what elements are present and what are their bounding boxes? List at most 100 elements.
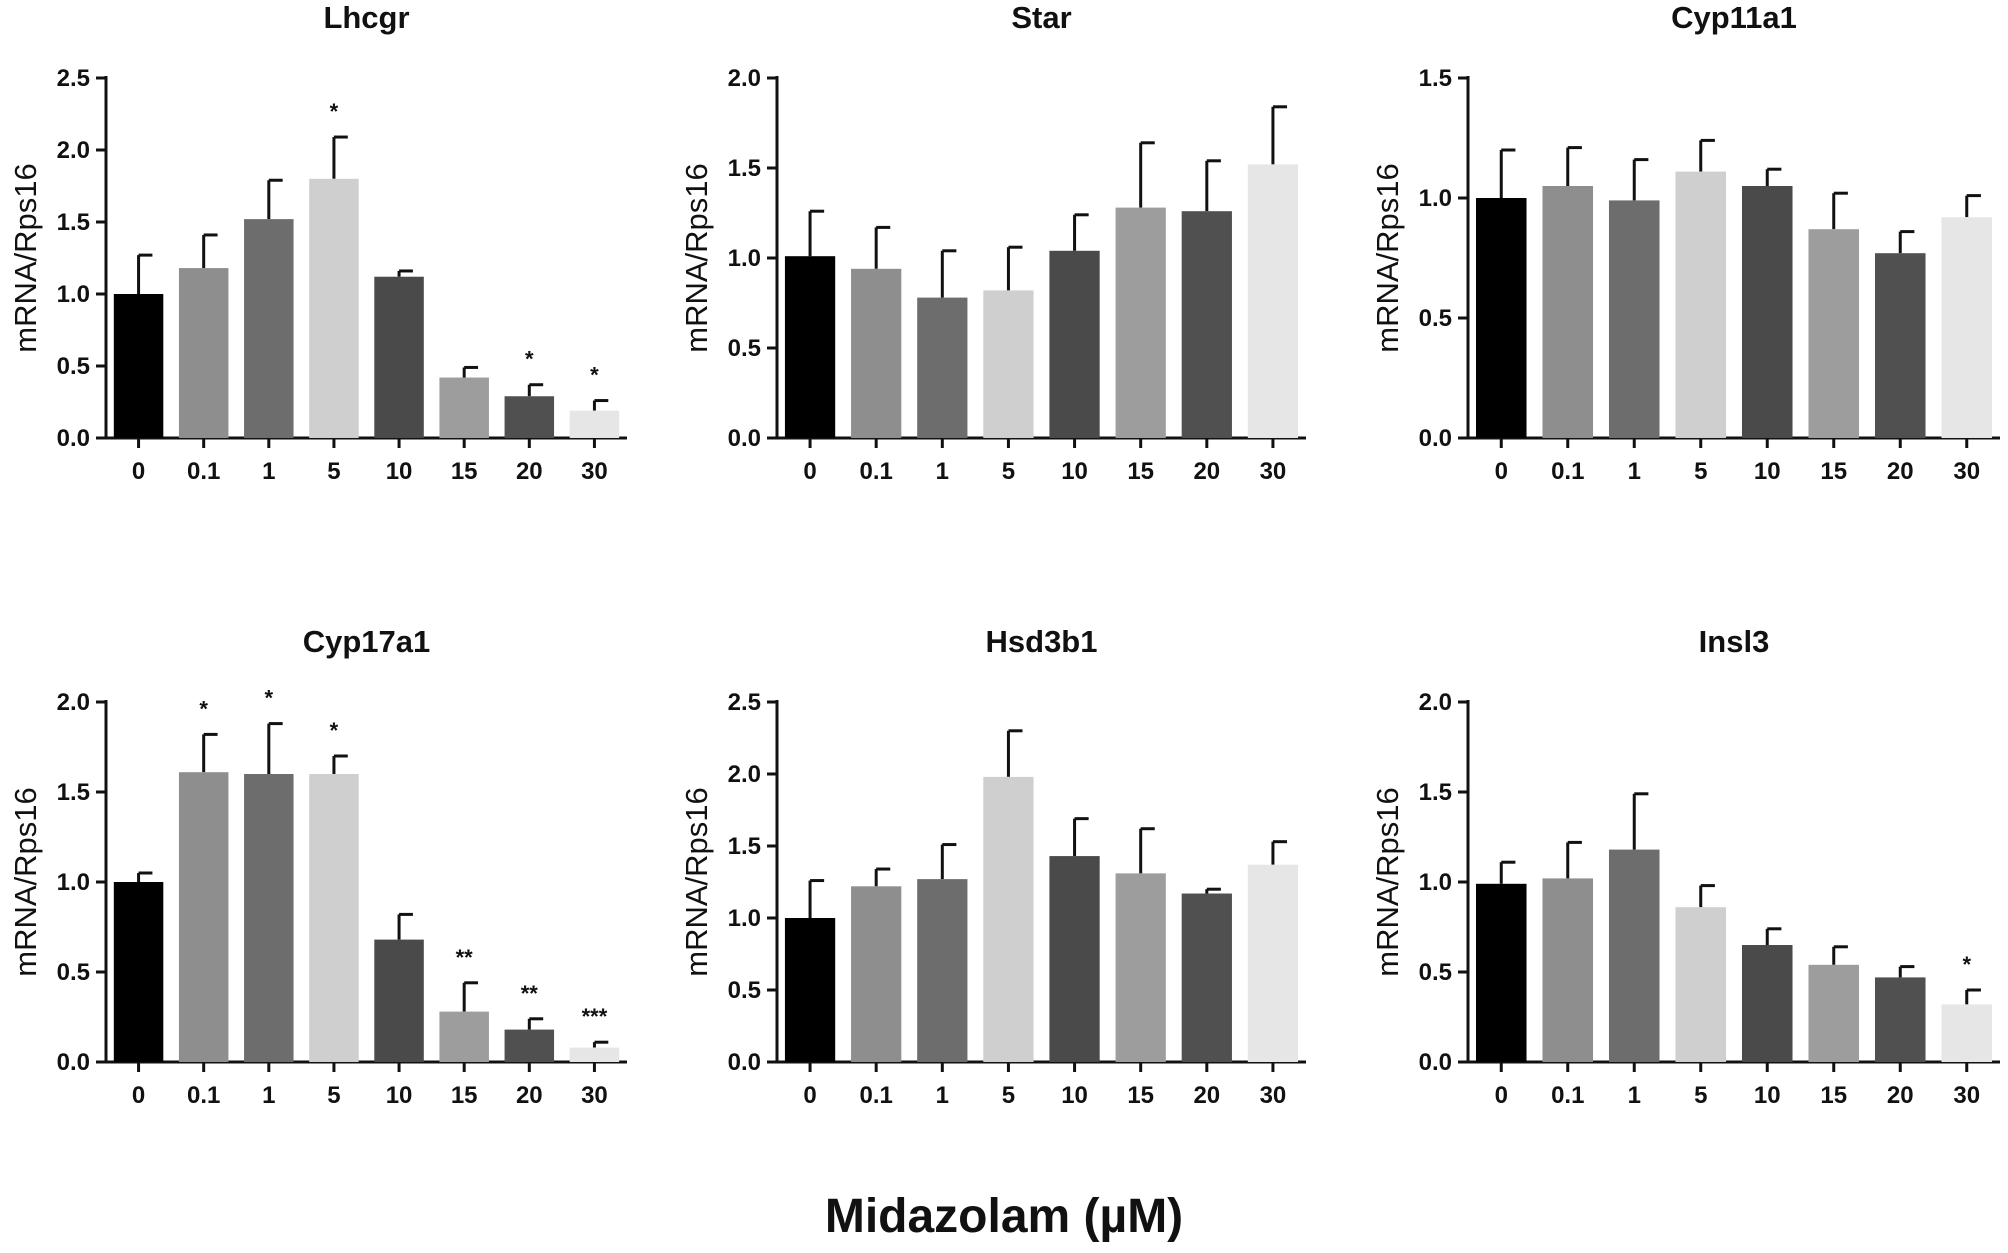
bar-5: [309, 774, 359, 1062]
x-tick-label: 30: [1260, 1082, 1287, 1109]
bar-0: [1475, 883, 1527, 1062]
x-tick-label: 20: [1193, 1082, 1220, 1109]
x-tick-label: 30: [1260, 458, 1287, 485]
x-tick-label: 15: [451, 1082, 478, 1109]
bar-5: [1675, 171, 1727, 438]
y-tick-label: 2.0: [728, 761, 761, 788]
bar-15: [1808, 229, 1860, 438]
y-tick-label: 0.5: [728, 977, 761, 1004]
y-tick-label: 1.5: [728, 155, 761, 182]
x-tick-label: 0: [1495, 1082, 1508, 1109]
x-tick-label: 10: [386, 458, 413, 485]
bar-0.1: [1542, 186, 1594, 438]
y-tick-label: 1.0: [57, 869, 90, 896]
significance-label: **: [456, 945, 474, 970]
chart-panel-cyp17a1: Cyp17a1 mRNA/Rps16 0.0 0.5 1.0 1.5 2.0 0 0.1 * 1 * 5…: [8, 624, 627, 1109]
bar-1: [1608, 200, 1660, 438]
bar-30: [1941, 1004, 1993, 1062]
significance-label: *: [525, 347, 534, 372]
x-tick-label: 10: [1061, 1082, 1088, 1109]
x-tick-label: 0: [803, 1082, 816, 1109]
x-tick-label: 30: [581, 458, 608, 485]
x-tick-label: 0.1: [860, 1082, 893, 1109]
x-tick-label: 15: [1820, 1082, 1847, 1109]
x-tick-label: 20: [1887, 1082, 1914, 1109]
y-tick-label: 0.0: [1419, 1049, 1452, 1076]
significance-label: *: [199, 696, 208, 721]
x-tick-label: 0.1: [1551, 458, 1584, 485]
bar-20: [1874, 253, 1926, 438]
y-tick-label: 2.0: [728, 65, 761, 92]
chart-title: Cyp17a1: [303, 624, 431, 659]
x-tick-label: 5: [327, 1082, 340, 1109]
bar-0.1: [1542, 878, 1594, 1062]
bar-1: [917, 297, 968, 438]
bar-10: [374, 939, 424, 1062]
bar-20: [1181, 211, 1232, 438]
bar-5: [983, 776, 1034, 1062]
bar-0: [113, 294, 164, 438]
y-axis-label: mRNA/Rps16: [8, 787, 43, 977]
bar-0.1: [178, 268, 229, 438]
bar-15: [1808, 964, 1860, 1062]
y-axis-label: mRNA/Rps16: [1370, 787, 1405, 977]
bar-15: [1115, 873, 1166, 1062]
bar-10: [1741, 186, 1793, 438]
significance-label: *: [1962, 952, 1971, 977]
chart-title: Insl3: [1699, 624, 1770, 659]
x-tick-label: 0: [1495, 458, 1508, 485]
y-tick-label: 2.0: [1419, 689, 1452, 716]
y-axis-label: mRNA/Rps16: [8, 163, 43, 353]
chart-title: Hsd3b1: [986, 624, 1098, 659]
x-tick-label: 0.1: [187, 1082, 220, 1109]
y-axis-label: mRNA/Rps16: [679, 787, 714, 977]
significance-label: *: [330, 718, 339, 743]
x-tick-label: 30: [1953, 1082, 1980, 1109]
x-tick-label: 10: [1754, 458, 1781, 485]
y-tick-label: 2.5: [57, 65, 90, 92]
y-tick-label: 0.0: [728, 425, 761, 452]
bar-20: [504, 396, 555, 438]
significance-label: ***: [582, 1004, 608, 1029]
x-tick-label: 20: [1193, 458, 1220, 485]
y-tick-label: 1.0: [57, 281, 90, 308]
bar-10: [374, 276, 424, 438]
x-tick-label: 1: [262, 458, 275, 485]
x-tick-label: 10: [386, 1082, 413, 1109]
y-tick-label: 0.5: [57, 959, 90, 986]
y-tick-label: 0.0: [728, 1049, 761, 1076]
bar-0: [1475, 198, 1527, 438]
x-tick-label: 1: [1628, 458, 1641, 485]
y-tick-label: 2.0: [57, 689, 90, 716]
y-tick-label: 1.5: [1419, 779, 1452, 806]
x-tick-label: 15: [1127, 1082, 1154, 1109]
x-tick-label: 0.1: [187, 458, 220, 485]
x-tick-label: 15: [451, 458, 478, 485]
bar-10: [1741, 945, 1793, 1062]
x-tick-label: 0: [132, 1082, 145, 1109]
x-tick-label: 0.1: [860, 458, 893, 485]
bar-0.1: [851, 886, 902, 1062]
x-tick-label: 15: [1820, 458, 1847, 485]
bar-1: [917, 879, 968, 1062]
bar-15: [439, 377, 489, 438]
bar-15: [439, 1011, 489, 1062]
y-tick-label: 0.0: [1419, 425, 1452, 452]
x-tick-label: 5: [1694, 458, 1707, 485]
y-tick-label: 2.5: [728, 689, 761, 716]
bar-5: [309, 178, 359, 439]
bar-20: [504, 1029, 555, 1062]
x-tick-label: 20: [1887, 458, 1914, 485]
bar-20: [1874, 977, 1926, 1062]
y-tick-label: 1.5: [57, 209, 90, 236]
bar-30: [569, 410, 620, 438]
y-tick-label: 1.0: [728, 245, 761, 272]
y-tick-label: 1.0: [1419, 869, 1452, 896]
bar-30: [1247, 864, 1299, 1062]
x-tick-label: 30: [1953, 458, 1980, 485]
bar-0: [784, 918, 836, 1062]
